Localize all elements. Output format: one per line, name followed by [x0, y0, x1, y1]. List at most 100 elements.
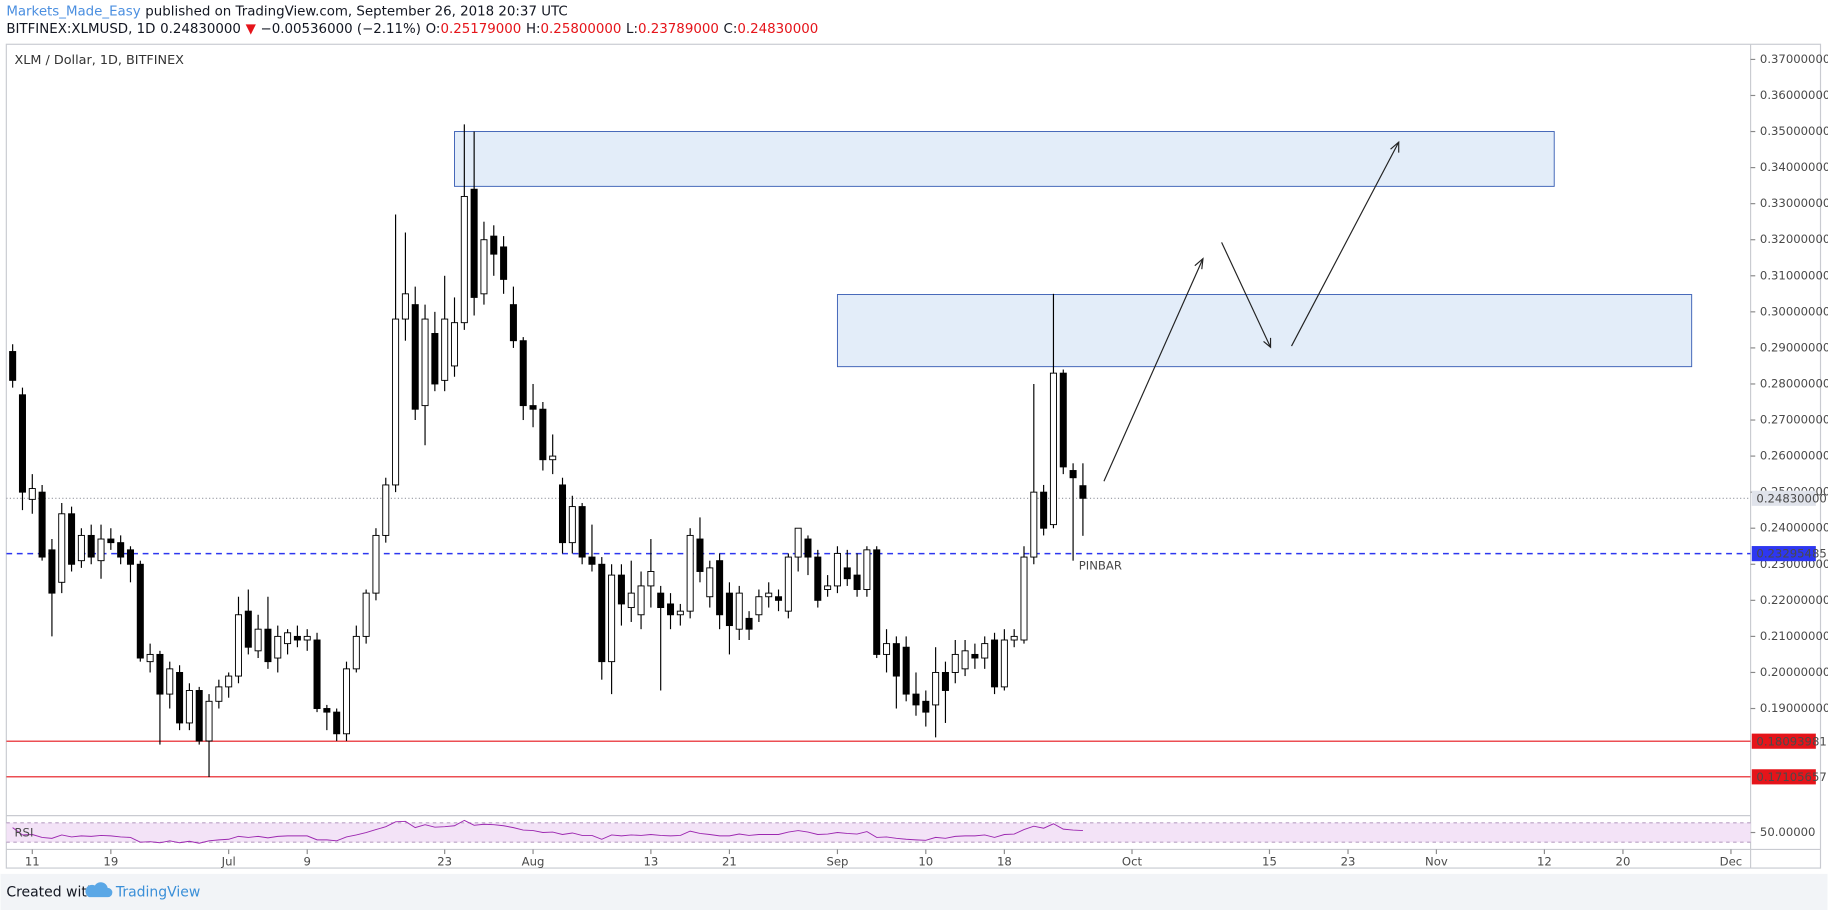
- y-tick-label: 0.30000000: [1760, 304, 1828, 318]
- candle-down: [1069, 470, 1077, 479]
- x-tick-label: Aug: [522, 855, 545, 869]
- arrow: ▼: [246, 22, 257, 37]
- candle-down: [922, 700, 930, 713]
- candle-down: [293, 635, 301, 641]
- candle-up: [1020, 556, 1028, 641]
- candle-up: [421, 318, 429, 407]
- candle-up: [215, 686, 223, 702]
- candle-down: [617, 574, 625, 605]
- rsi-band: [6, 822, 1751, 843]
- y-tick-label: 0.33000000: [1760, 196, 1828, 210]
- x-tick-label: Sep: [826, 855, 848, 869]
- arrow-line: [1291, 141, 1400, 347]
- y-tick-label: 0.26000000: [1760, 449, 1828, 463]
- author-link[interactable]: Markets_Made_Easy: [6, 5, 140, 20]
- candle-down: [38, 491, 46, 558]
- candle-up: [185, 690, 193, 724]
- candle-up: [627, 592, 635, 609]
- price-label-bg: [1751, 546, 1816, 562]
- candle-up: [401, 293, 409, 320]
- candle-down: [87, 534, 95, 558]
- price-label-bg: [1751, 733, 1816, 749]
- candle-down: [539, 408, 547, 461]
- x-tick-label: 12: [1537, 855, 1552, 869]
- main-pane: [6, 124, 1751, 778]
- candle-down: [18, 394, 26, 493]
- candle-up: [166, 668, 174, 695]
- x-tick-label: Dec: [1720, 855, 1743, 869]
- logo: [85, 882, 113, 898]
- candle-up: [863, 549, 871, 590]
- panel-border: [5, 43, 1822, 869]
- candle-down: [244, 610, 252, 648]
- x-tick-label: 11: [25, 855, 40, 869]
- candle-down: [892, 643, 900, 677]
- candle-up: [784, 556, 792, 612]
- candle-down: [48, 549, 56, 594]
- candle-down: [126, 549, 134, 565]
- candle-down: [411, 304, 419, 410]
- candle-up: [824, 585, 832, 590]
- c: 0.24830000: [737, 22, 818, 37]
- candle-up: [382, 484, 390, 536]
- chart-title: XLM / Dollar, 1D, BITFINEX: [14, 53, 184, 68]
- y-tick-label: 0.31000000: [1760, 268, 1828, 282]
- candle-up: [362, 592, 370, 637]
- y-tick-label: 0.21000000: [1760, 629, 1828, 643]
- footer-brand[interactable]: TradingView: [115, 885, 200, 901]
- candle-up: [1030, 491, 1038, 558]
- candle-down: [588, 556, 596, 565]
- candle-down: [657, 592, 665, 609]
- candle-up: [234, 614, 242, 677]
- candle-up: [755, 596, 763, 616]
- candle-down: [1040, 491, 1048, 529]
- candle-up: [686, 534, 694, 612]
- price-label-bg: [1751, 769, 1816, 785]
- candle-up: [549, 455, 557, 461]
- candle-up: [225, 675, 233, 688]
- l-label: L:: [626, 22, 638, 37]
- candle-down: [814, 556, 822, 601]
- arrow-head: [1263, 337, 1272, 349]
- candle-down: [529, 405, 537, 410]
- h-label: H:: [526, 22, 541, 37]
- footer-bar: [0, 873, 1828, 910]
- candle-down: [578, 506, 586, 558]
- candle-up: [1000, 639, 1008, 688]
- h: 0.25800000: [541, 22, 622, 37]
- candle-down: [902, 646, 910, 695]
- price-label: 0.24830000: [1756, 491, 1826, 505]
- y-tick-label: 0.28000000: [1760, 376, 1828, 390]
- candle-down: [912, 693, 920, 706]
- x-tick-label: Nov: [1425, 855, 1448, 869]
- candle-up: [480, 239, 488, 295]
- candle-down: [323, 708, 331, 713]
- x-tick-label: 9: [304, 855, 311, 869]
- candle-up: [284, 632, 292, 645]
- candle-up: [706, 567, 714, 598]
- symbol: BITFINEX:XLMUSD, 1D: [6, 22, 155, 37]
- candle-down: [804, 538, 812, 558]
- candle-up: [146, 653, 154, 663]
- price-label-bg: [1751, 490, 1816, 506]
- candle-up: [342, 668, 351, 735]
- y-tick-label: 0.19000000: [1760, 701, 1828, 715]
- candle-down: [667, 603, 675, 616]
- candle-down: [941, 671, 949, 691]
- x-tick-label: 13: [643, 855, 658, 869]
- o: 0.25179000: [440, 22, 521, 37]
- y-tick-label: 0.37000000: [1760, 52, 1828, 66]
- candle-up: [961, 650, 969, 670]
- candle-up: [28, 488, 36, 500]
- x-tick-label: Jul: [221, 855, 236, 869]
- candle-up: [58, 513, 66, 583]
- candle-up: [765, 592, 773, 598]
- x-tick-label: 19: [103, 855, 118, 869]
- candle-down: [68, 513, 76, 565]
- x-tick-label: 23: [1341, 855, 1356, 869]
- y-tick-label: 0.36000000: [1760, 88, 1828, 102]
- l: 0.23789000: [638, 22, 719, 37]
- x-tick-label: 21: [722, 855, 737, 869]
- candle-down: [853, 574, 861, 590]
